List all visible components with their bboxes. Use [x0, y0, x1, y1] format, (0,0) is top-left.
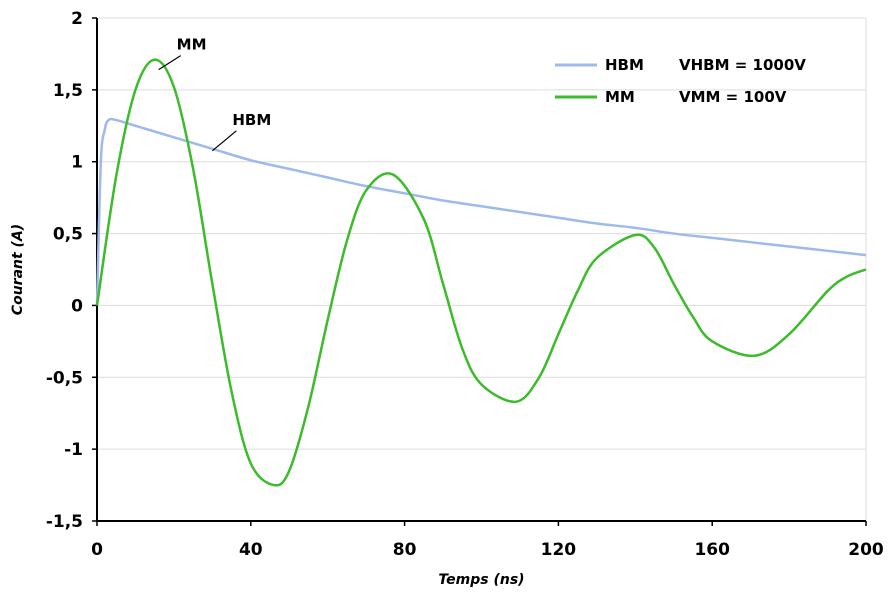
grid-layer [97, 17, 867, 521]
annotation-label-mm: MM [177, 36, 207, 54]
legend-note-mm: VMM = 100V [679, 88, 787, 106]
y-tick-label-3: 0 [71, 296, 83, 316]
y-tick-label-4: 0,5 [53, 225, 83, 245]
y-tick-label-5: 1 [71, 153, 83, 173]
annotation-leader-mm [158, 55, 181, 71]
x-axis-title: Temps (ns) [438, 572, 524, 588]
y-tick-label-2: -0,5 [46, 368, 83, 388]
legend-note-hbm: VHBM = 1000V [679, 56, 806, 74]
x-tick-label-3: 120 [541, 540, 577, 560]
legend: HBM VHBM = 1000V MM VMM = 100V [555, 56, 806, 106]
y-tick-label-1: -1 [64, 440, 83, 460]
x-tick-label-1: 40 [239, 540, 263, 560]
x-tick-label-0: 0 [91, 540, 103, 560]
annotation-layer: MM HBM [158, 36, 271, 152]
y-tick-label-7: 2 [71, 9, 83, 29]
x-tick-label-2: 80 [393, 540, 417, 560]
series-line-mm [95, 58, 867, 487]
series-layer [95, 58, 867, 487]
x-tick-label-5: 200 [848, 540, 884, 560]
x-tick-label-4: 160 [694, 540, 730, 560]
legend-label-mm: MM [605, 88, 635, 106]
annotation-leader-hbm [211, 130, 237, 152]
annotation-label-hbm: HBM [232, 111, 271, 129]
y-axis-title: Courant (A) [10, 224, 26, 315]
y-tick-label-0: -1,5 [46, 512, 83, 532]
series-line-hbm [95, 117, 867, 306]
axes-layer: -1,5 -1 -0,5 0 0,5 1 1,5 2 0 40 80 120 160 200 [46, 9, 884, 560]
legend-label-hbm: HBM [605, 56, 644, 74]
y-tick-label-6: 1,5 [53, 81, 83, 101]
